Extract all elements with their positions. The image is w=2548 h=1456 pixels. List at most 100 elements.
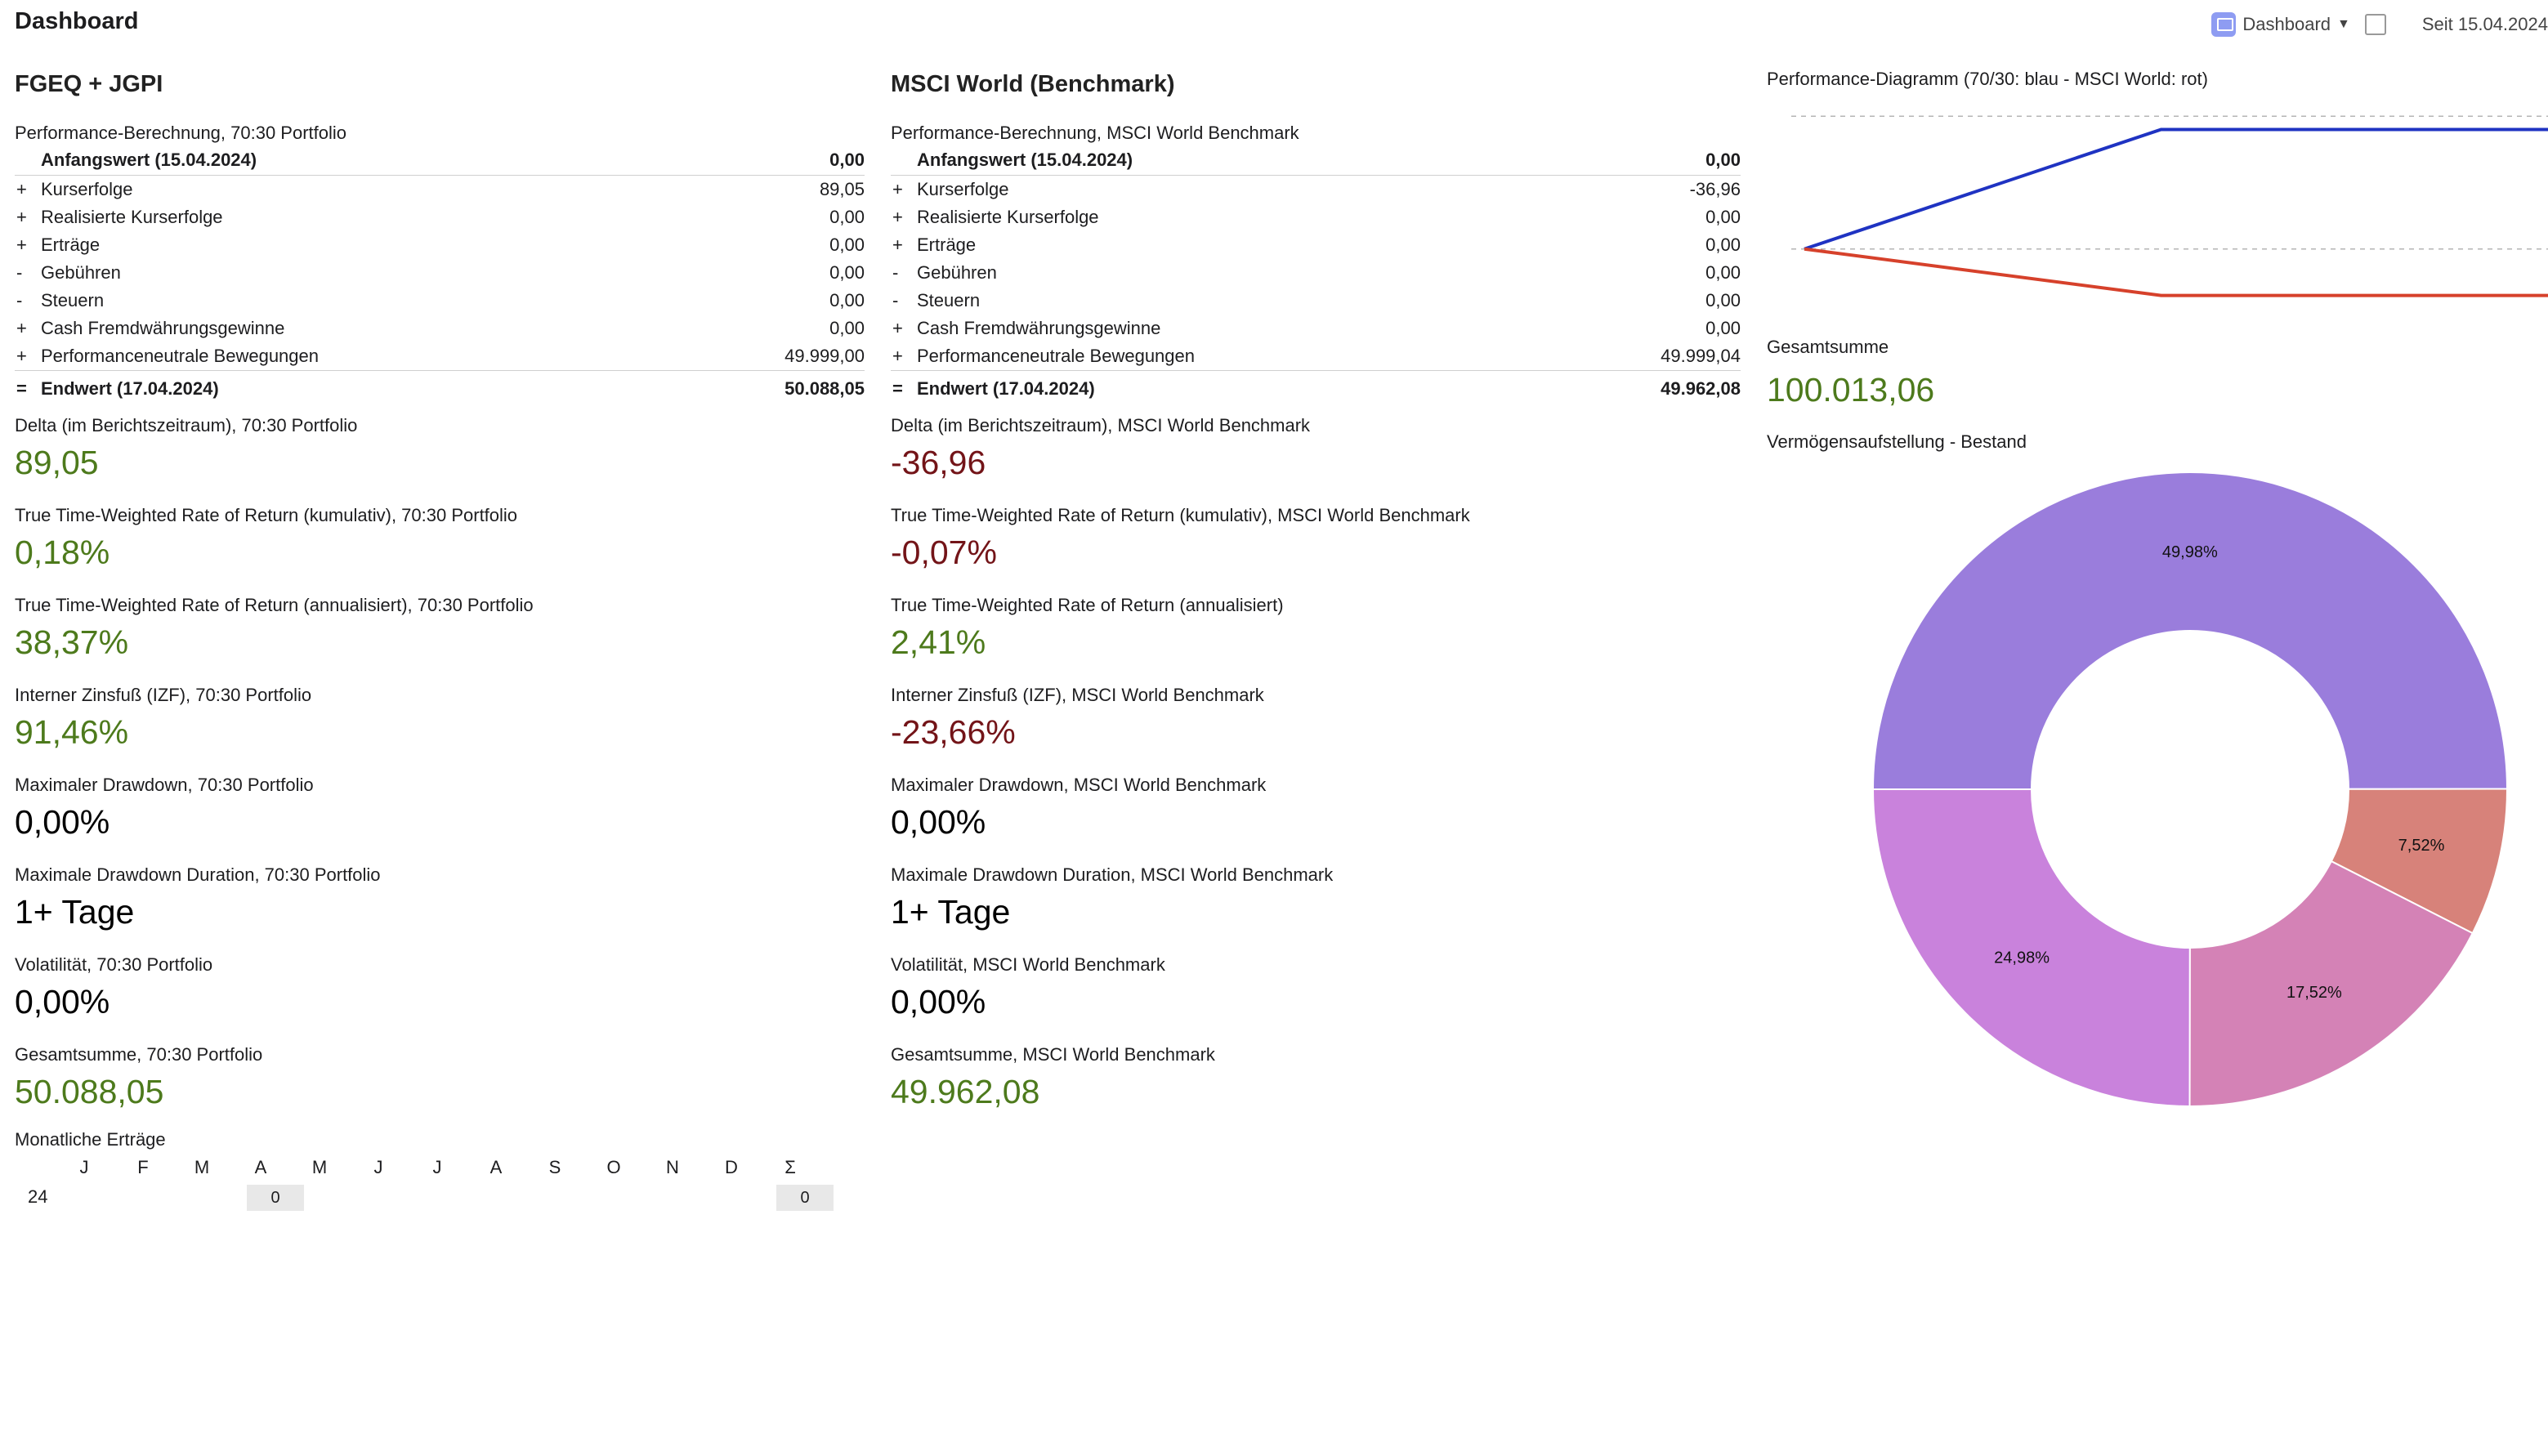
month-header: M [311, 1157, 328, 1177]
perf-calc-label: Performance-Berechnung, 70:30 Portfolio [15, 123, 347, 143]
row-sign: - [16, 262, 23, 283]
donut-slice[interactable] [1871, 472, 2509, 790]
benchmark-title: MSCI World (Benchmark) [891, 71, 1175, 97]
metric-value: 0,00% [15, 983, 110, 1021]
month-header: J [373, 1157, 383, 1177]
row-value: 49.999,04 [1661, 346, 1741, 366]
monthly-returns-grid: J F M A M J J A S O N D Σ 24 0 0 [15, 1157, 865, 1222]
row-value: 0,00 [1556, 145, 1741, 176]
month-header: O [606, 1157, 621, 1177]
row-value: 0,00 [829, 262, 865, 283]
row-value: 0,00 [1705, 262, 1741, 283]
table-row-end: = Endwert (17.04.2024) 50.088,05 [15, 370, 865, 407]
table-row: + Erträge 0,00 [891, 231, 1741, 259]
row-value: 50.088,05 [680, 370, 865, 407]
row-sign: + [892, 318, 903, 338]
metric-value: 0,18% [15, 534, 110, 571]
row-value: 0,00 [680, 145, 865, 176]
table-row: - Steuern 0,00 [15, 287, 865, 315]
chevron-down-icon: ▼ [2337, 17, 2350, 31]
row-label: Endwert (17.04.2024) [41, 370, 681, 407]
metric-value: -0,07% [891, 534, 997, 571]
metric-value: 0,00% [891, 803, 986, 841]
row-label: Performanceneutrale Bewegungen [917, 346, 1196, 366]
metric-value: 50.088,05 [15, 1073, 164, 1110]
metric-value: 0,00% [15, 803, 110, 841]
row-sign: - [16, 290, 23, 310]
row-sign: - [892, 290, 899, 310]
donut-slice[interactable] [1871, 788, 2191, 1108]
row-sign: + [16, 234, 27, 255]
metric-label: Volatilität, MSCI World Benchmark [891, 954, 1165, 975]
month-cell-april[interactable]: 0 [247, 1185, 304, 1211]
perf-table: Anfangswert (15.04.2024) 0,00 + Kurserfol… [891, 145, 1741, 407]
row-label: Gebühren [917, 262, 997, 283]
table-row: - Steuern 0,00 [891, 287, 1741, 315]
metric-value: 89,05 [15, 444, 99, 481]
row-label: Performanceneutrale Bewegungen [41, 346, 320, 366]
performance-chart-title: Performance-Diagramm (70/30: blau - MSCI… [1767, 69, 2208, 89]
month-header: A [489, 1157, 503, 1177]
row-label: Erträge [917, 234, 977, 255]
table-row: - Gebühren 0,00 [15, 259, 865, 287]
dashboard-menu-button[interactable]: Dashboard ▼ [2211, 12, 2350, 37]
table-row: + Realisierte Kurserfolge 0,00 [891, 203, 1741, 231]
series-line-benchmark [1804, 247, 2548, 297]
row-label: Anfangswert (15.04.2024) [917, 145, 1557, 176]
metric-label: Delta (im Berichtszeitraum), MSCI World … [891, 415, 1311, 435]
month-cell-sum[interactable]: 0 [776, 1185, 834, 1211]
month-header: J [79, 1157, 89, 1177]
portfolio-column: FGEQ + JGPI Performance-Berechnung, 70:3… [15, 67, 865, 1222]
row-value: 0,00 [1705, 290, 1741, 310]
row-label: Steuern [917, 290, 981, 310]
metric-label: True Time-Weighted Rate of Return (annua… [891, 595, 1284, 615]
toolbar: Dashboard ▼ Seit 15.04.2024 [2211, 10, 2548, 39]
metric-label: True Time-Weighted Rate of Return (annua… [15, 595, 534, 615]
row-value: 89,05 [819, 179, 865, 199]
table-row: + Performanceneutrale Bewegungen 49.999,00 [15, 342, 865, 371]
slice-label: 17,52% [2286, 984, 2342, 1002]
table-row-end: = Endwert (17.04.2024) 49.962,08 [891, 370, 1741, 407]
row-sign: + [892, 234, 903, 255]
metric-label: Delta (im Berichtszeitraum), 70:30 Portf… [15, 415, 358, 435]
table-row: + Cash Fremdwährungsgewinne 0,00 [891, 315, 1741, 342]
row-label: Cash Fremdwährungsgewinne [917, 318, 1161, 338]
row-sign: + [16, 318, 27, 338]
row-sign: = [891, 370, 917, 407]
table-row: + Realisierte Kurserfolge 0,00 [15, 203, 865, 231]
table-row: + Performanceneutrale Bewegungen 49.999,04 [891, 342, 1741, 371]
total-label: Gesamtsumme [1767, 337, 1889, 357]
metric-value: 2,41% [891, 623, 986, 661]
slice-label: 24,98% [1994, 949, 2050, 967]
performance-line-chart [1791, 115, 2548, 297]
row-value: 0,00 [829, 290, 865, 310]
row-sign: - [892, 262, 899, 283]
row-sign: + [16, 346, 27, 366]
row-label: Anfangswert (15.04.2024) [41, 145, 681, 176]
month-header: F [137, 1157, 149, 1177]
table-row: + Kurserfolge -36,96 [891, 176, 1741, 204]
month-header: J [432, 1157, 442, 1177]
row-value: 0,00 [829, 207, 865, 227]
row-value: 49.999,00 [785, 346, 865, 366]
charts-column: Performance-Diagramm (70/30: blau - MSCI… [1767, 67, 2548, 1108]
row-value: 0,00 [829, 318, 865, 338]
table-row-start: Anfangswert (15.04.2024) 0,00 [15, 145, 865, 176]
metric-label: Maximale Drawdown Duration, MSCI World B… [891, 864, 1334, 885]
row-sign: + [892, 346, 903, 366]
month-header: D [725, 1157, 738, 1177]
page-title: Dashboard [15, 8, 139, 34]
metric-label: Maximale Drawdown Duration, 70:30 Portfo… [15, 864, 381, 885]
row-sign: + [892, 179, 903, 199]
year-label: 24 [28, 1186, 48, 1207]
metric-value: -36,96 [891, 444, 986, 481]
new-window-icon[interactable] [2364, 14, 2386, 35]
row-label: Realisierte Kurserfolge [917, 207, 1099, 227]
since-date-label[interactable]: Seit 15.04.2024 [2421, 14, 2548, 34]
benchmark-column: MSCI World (Benchmark) Performance-Berec… [891, 67, 1741, 1132]
donut-slice[interactable] [2188, 860, 2474, 1108]
month-header: N [666, 1157, 679, 1177]
portfolio-title: FGEQ + JGPI [15, 71, 163, 97]
metric-value: -23,66% [891, 713, 1016, 751]
metric-label: True Time-Weighted Rate of Return (kumul… [15, 505, 518, 525]
